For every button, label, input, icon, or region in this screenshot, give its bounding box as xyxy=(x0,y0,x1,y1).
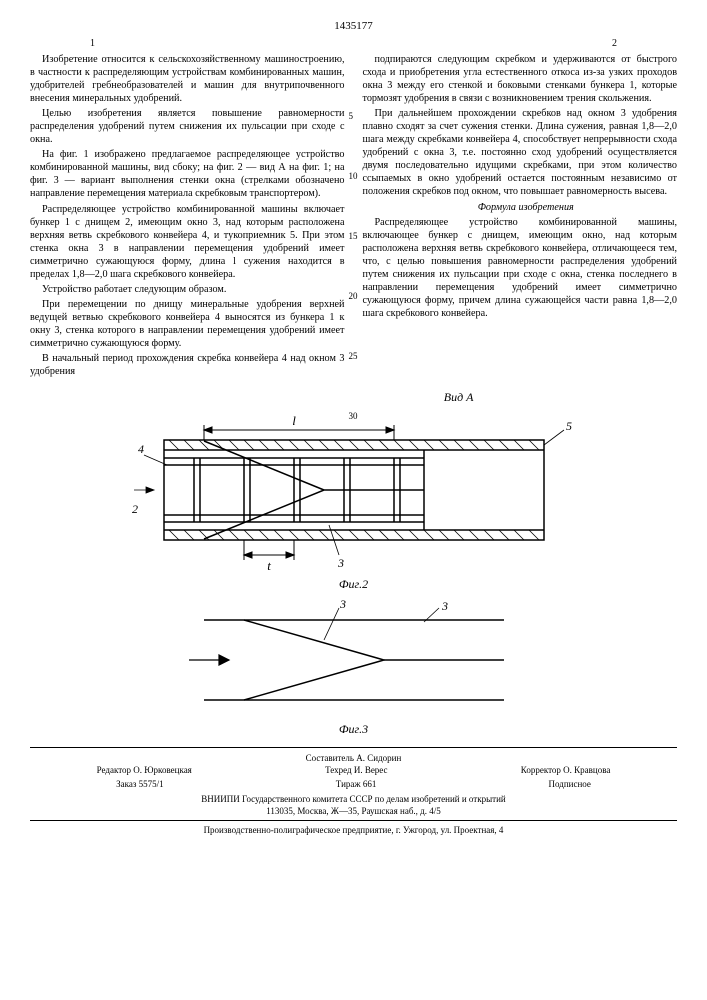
footer-editor: Редактор О. Юрковецкая xyxy=(97,764,192,776)
footer-tirazh: Тираж 661 xyxy=(336,778,377,790)
footer: Составитель А. Сидорин Редактор О. Юрков… xyxy=(30,747,677,836)
text-columns: Изобретение относится к сельскохозяйстве… xyxy=(30,53,677,380)
fig2-container: Вид А xyxy=(124,390,584,592)
left-para: Целью изобретения является повышение рав… xyxy=(30,107,345,146)
fig3-callout-3: 3 xyxy=(441,600,448,613)
right-para: подпираются следующим скребком и удержив… xyxy=(363,53,678,105)
figures-block: Вид А xyxy=(30,390,677,737)
vid-a-label: Вид А xyxy=(444,390,474,404)
dim-t: t xyxy=(267,558,271,573)
footer-print: Производственно-полиграфическое предприя… xyxy=(30,820,677,836)
fig3-container: 3 3 Фиг.3 xyxy=(174,600,534,737)
patent-page: 1435177 1 2 Изобретение относится к сель… xyxy=(0,0,707,1000)
callout-2: 2 xyxy=(132,502,138,516)
line-number: 15 xyxy=(349,231,358,243)
line-number: 20 xyxy=(349,291,358,303)
footer-corr: Корректор О. Кравцова xyxy=(521,764,611,776)
fig3-svg: 3 3 xyxy=(174,600,534,720)
right-column: 51015202530 подпираются следующим скребк… xyxy=(363,53,678,380)
callout-5: 5 xyxy=(566,419,572,433)
column-numbers: 1 2 xyxy=(90,38,617,49)
footer-subscr: Подписное xyxy=(549,778,591,790)
footer-order: Заказ 5575/1 xyxy=(116,778,164,790)
fig2-label: Фиг.2 xyxy=(124,577,584,592)
left-para: Распределяющее устройство комбинированно… xyxy=(30,203,345,281)
fig3-label: Фиг.3 xyxy=(174,722,534,737)
right-para: При дальнейшем прохождении скребков над … xyxy=(363,107,678,198)
left-para: При перемещении по днищу минеральные удо… xyxy=(30,298,345,350)
fig2-svg: l t 2 4 xyxy=(124,405,584,575)
formula-title: Формула изобретения xyxy=(363,201,678,214)
callout-3: 3 xyxy=(337,556,344,570)
formula-text: Распределяющее устройство комбинированно… xyxy=(363,216,678,320)
doc-number: 1435177 xyxy=(30,20,677,32)
line-number: 25 xyxy=(349,351,358,363)
left-para: В начальный период прохождения скребка к… xyxy=(30,352,345,378)
left-column: Изобретение относится к сельскохозяйстве… xyxy=(30,53,345,380)
line-number: 10 xyxy=(349,171,358,183)
fig3-callout-3b: 3 xyxy=(339,600,346,611)
footer-compiler: Составитель А. Сидорин xyxy=(30,752,677,764)
dim-l: l xyxy=(292,413,296,428)
footer-tech: Техред И. Верес xyxy=(325,764,387,776)
left-para: На фиг. 1 изображено предлагаемое распре… xyxy=(30,148,345,200)
col-num-right: 2 xyxy=(612,38,617,49)
footer-addr: 113035, Москва, Ж—35, Раушская наб., д. … xyxy=(30,805,677,817)
line-number: 5 xyxy=(349,111,354,123)
col-num-left: 1 xyxy=(90,38,95,49)
callout-4: 4 xyxy=(138,442,144,456)
left-para: Изобретение относится к сельскохозяйстве… xyxy=(30,53,345,105)
footer-org: ВНИИПИ Государственного комитета СССР по… xyxy=(30,793,677,805)
left-para: Устройство работает следующим образом. xyxy=(30,283,345,296)
